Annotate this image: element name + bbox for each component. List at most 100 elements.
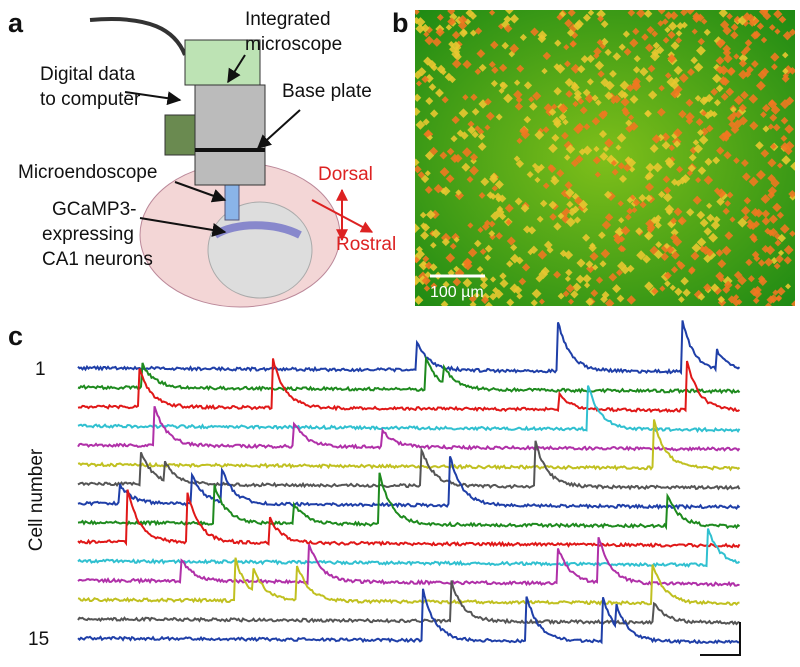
cell (421, 223, 431, 232)
cell (424, 170, 431, 177)
cell (767, 123, 775, 130)
cell (730, 23, 739, 32)
cell (565, 217, 576, 228)
cell (661, 140, 671, 150)
arrow-red (311, 199, 374, 233)
cell (765, 245, 776, 256)
cell (415, 158, 420, 167)
cell (461, 162, 471, 172)
cell (722, 207, 730, 215)
cell (747, 275, 755, 283)
cell (423, 285, 431, 292)
cell (503, 15, 512, 24)
cell (693, 143, 703, 154)
cell (758, 277, 768, 287)
cell (629, 121, 639, 131)
cell (783, 256, 792, 265)
cell (531, 288, 542, 299)
cell (447, 17, 456, 27)
cell (700, 245, 711, 256)
cell (504, 24, 513, 33)
cell (498, 87, 505, 94)
cell (571, 205, 580, 214)
cell (435, 88, 444, 98)
cell (477, 133, 486, 141)
cell (445, 24, 453, 31)
cell (678, 73, 689, 83)
cell (663, 242, 671, 250)
panel-label: b (392, 8, 409, 38)
cell (415, 275, 421, 286)
cell (780, 116, 789, 125)
cell (734, 283, 741, 290)
cell (461, 28, 468, 36)
cell (570, 159, 579, 168)
cell (515, 256, 524, 265)
cell (479, 281, 488, 290)
cell (516, 292, 523, 300)
row-label: 15 (28, 629, 49, 650)
cell (523, 225, 532, 234)
cell (636, 250, 647, 261)
cell (782, 51, 789, 59)
cell (417, 67, 427, 77)
cell (527, 226, 537, 235)
cell (504, 203, 514, 213)
arrow (227, 54, 246, 84)
cell (722, 130, 732, 140)
cell (565, 90, 573, 98)
cell (737, 217, 748, 228)
cell (585, 297, 594, 306)
cell (608, 272, 618, 282)
cell (451, 115, 460, 125)
cell (556, 13, 564, 21)
cell (736, 298, 743, 306)
trace (77, 419, 741, 472)
cell (462, 278, 473, 288)
cell (415, 256, 420, 264)
cell (649, 51, 660, 62)
cell (758, 10, 769, 17)
cell (675, 30, 683, 37)
cell (723, 53, 733, 64)
cell (626, 157, 637, 168)
cell (478, 63, 487, 72)
cell (564, 181, 573, 190)
cell (672, 236, 683, 247)
cell (420, 231, 430, 240)
cell (436, 64, 446, 74)
cell (489, 10, 496, 16)
cell (612, 94, 622, 104)
cell (501, 41, 509, 50)
cell (490, 80, 498, 88)
cell (586, 78, 594, 86)
cell (688, 267, 695, 275)
cell (480, 177, 490, 187)
cell (712, 156, 721, 165)
cell (618, 235, 626, 243)
cell (528, 96, 535, 103)
cell (458, 108, 469, 119)
cell (553, 222, 562, 231)
cell (705, 124, 714, 133)
cell (553, 63, 561, 71)
annotation: GCaMP3- (52, 199, 136, 220)
cell (440, 68, 447, 76)
cell (697, 293, 706, 301)
annotation: Dorsal (318, 164, 373, 185)
cell (415, 93, 422, 102)
cell (468, 294, 477, 303)
cell (726, 191, 734, 199)
cell (539, 199, 548, 208)
cell (625, 119, 633, 127)
cell (695, 176, 702, 184)
cell (587, 10, 595, 17)
cell (562, 118, 569, 126)
cell (447, 10, 456, 15)
cell (598, 130, 608, 139)
cell (421, 261, 428, 268)
cell (760, 194, 771, 204)
cell (433, 183, 444, 194)
cell (470, 93, 478, 101)
